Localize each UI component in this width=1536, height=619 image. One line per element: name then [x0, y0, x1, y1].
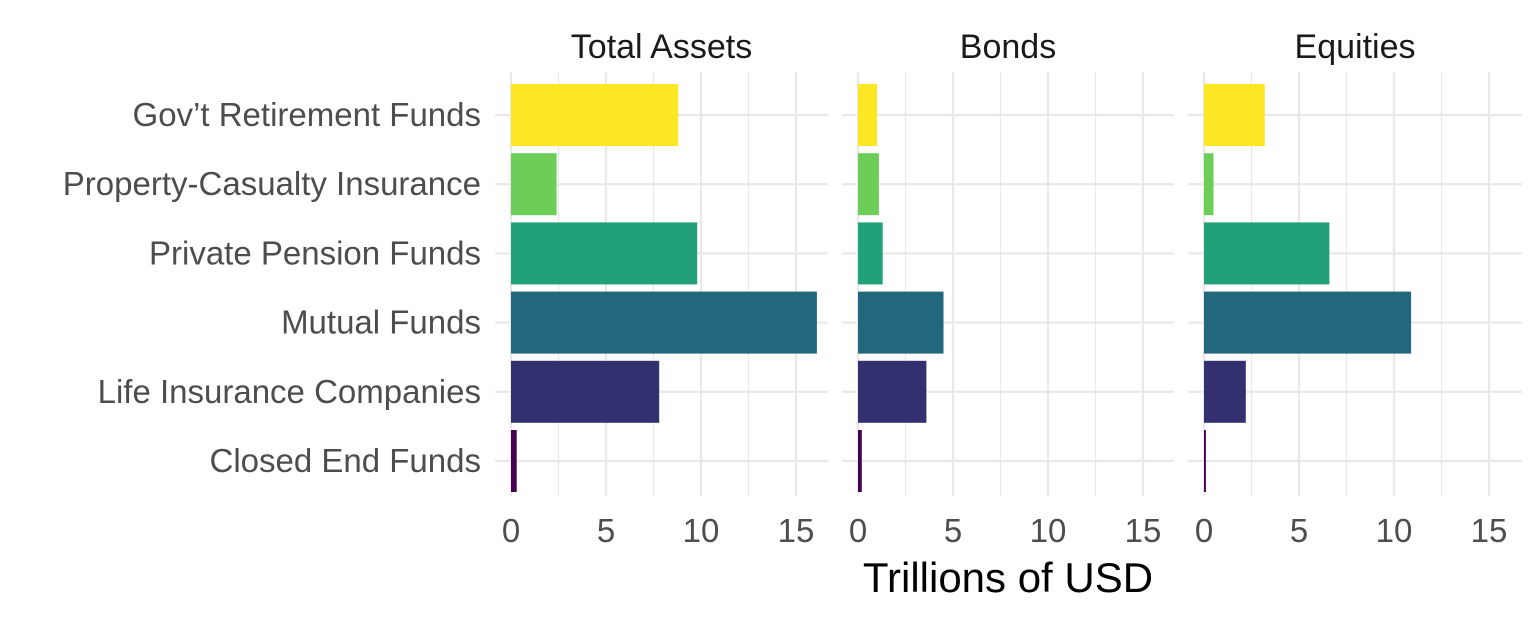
bar-0-0: [511, 84, 679, 146]
facet-title: Equities: [1295, 28, 1416, 66]
x-tick-label: 0: [849, 512, 867, 549]
category-label: Property-Casualty Insurance: [63, 165, 481, 202]
bar-0-2: [511, 222, 698, 285]
bar-2-4: [1204, 360, 1246, 423]
bar-2-1: [1204, 153, 1214, 216]
bar-0-4: [511, 360, 660, 423]
bar-2-2: [1204, 222, 1330, 285]
x-axis-title: Trillions of USD: [863, 554, 1153, 601]
category-label: Gov’t Retirement Funds: [133, 96, 481, 133]
bar-1-1: [858, 153, 879, 216]
facet-title: Bonds: [960, 28, 1056, 66]
bar-0-1: [511, 153, 557, 216]
category-label: Life Insurance Companies: [98, 373, 481, 410]
bar-0-5: [511, 430, 517, 492]
x-tick-label: 0: [1195, 512, 1213, 549]
x-tick-label: 5: [944, 512, 962, 549]
text-layer: Total Assets 0 5 10 15 Bonds 0 5 10 15 Equities 0 5 1…: [63, 28, 1508, 549]
x-tick-label: 10: [1376, 512, 1413, 549]
x-tick-label: 15: [778, 512, 815, 549]
x-tick-label: 10: [1030, 512, 1067, 549]
facet-title: Total Assets: [571, 28, 752, 66]
x-tick-label: 5: [1290, 512, 1308, 549]
bar-1-5: [858, 430, 862, 492]
x-tick-label: 15: [1471, 512, 1508, 549]
bar-0-3: [511, 291, 817, 354]
x-tick-label: 15: [1125, 512, 1162, 549]
bar-1-4: [858, 360, 927, 423]
category-label: Mutual Funds: [281, 304, 481, 341]
x-tick-label: 0: [502, 512, 520, 549]
x-tick-label: 5: [597, 512, 615, 549]
bar-layer: [511, 84, 1412, 492]
bar-1-3: [858, 291, 944, 354]
x-tick-label: 10: [683, 512, 720, 549]
bar-1-2: [858, 222, 883, 285]
category-label: Closed End Funds: [210, 442, 482, 479]
bar-2-5: [1204, 430, 1206, 492]
category-label: Private Pension Funds: [149, 234, 481, 271]
bar-2-3: [1204, 291, 1412, 354]
bar-1-0: [858, 84, 877, 146]
bar-2-0: [1204, 84, 1265, 146]
